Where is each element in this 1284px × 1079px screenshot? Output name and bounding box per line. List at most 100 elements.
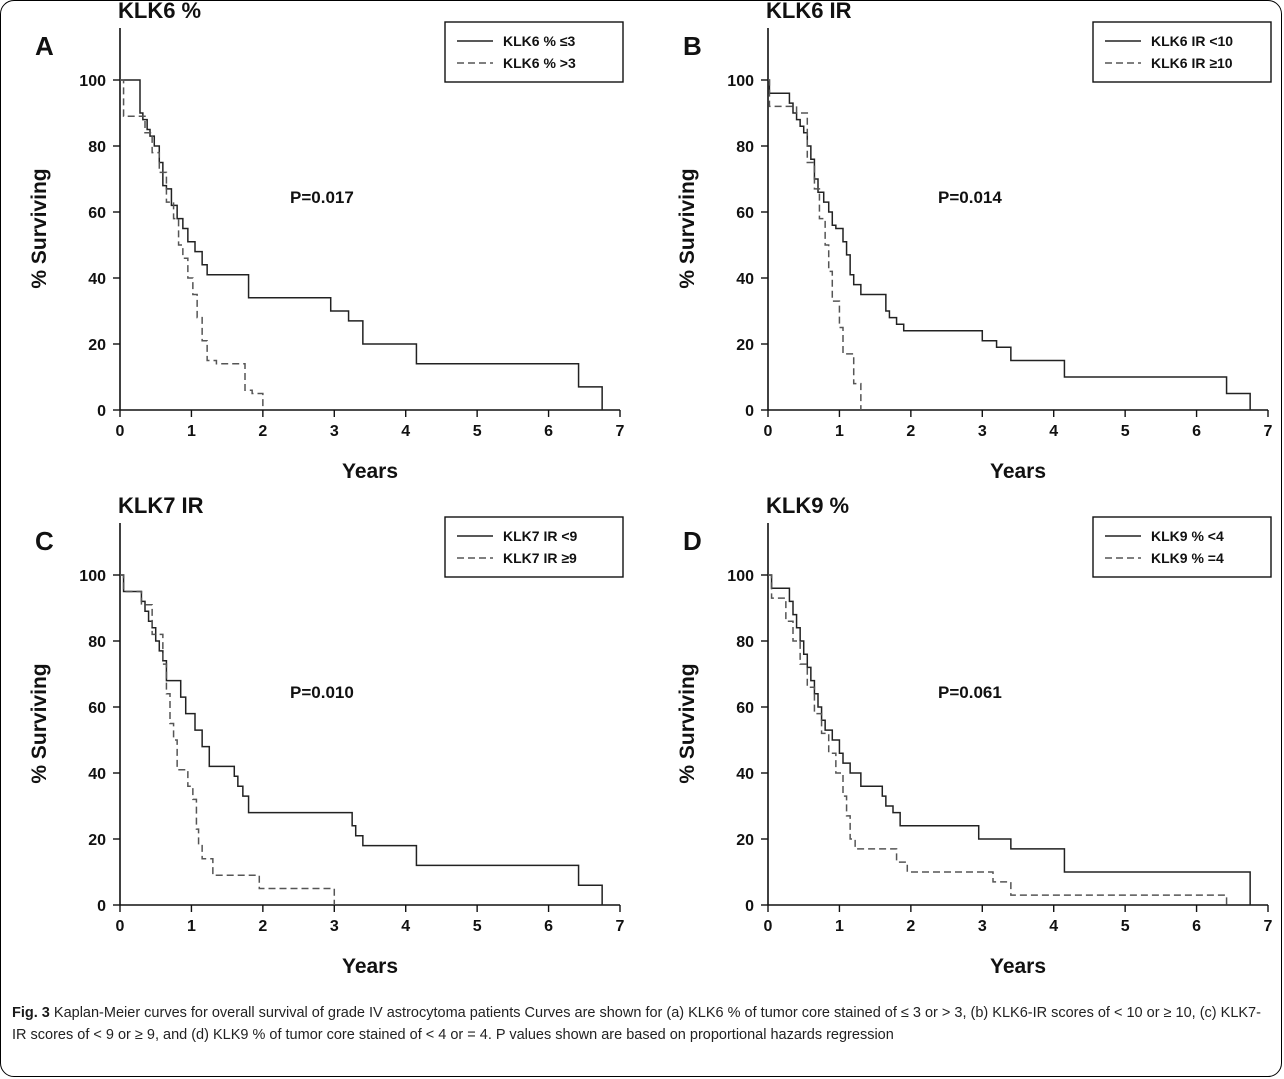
panel-d-x-tick-label: 0 bbox=[764, 918, 773, 935]
panel-b-y-tick-label: 60 bbox=[736, 205, 754, 222]
panel-c-x-tick-label: 0 bbox=[116, 918, 125, 935]
panel-d-x-tick-label: 7 bbox=[1264, 918, 1273, 935]
panel-d-legend-label: KLK9 % =4 bbox=[1151, 550, 1224, 566]
panel-a-y-tick-label: 20 bbox=[88, 337, 106, 354]
panel-a-y-tick-label: 40 bbox=[88, 271, 106, 288]
panel-d-x-tick-label: 3 bbox=[978, 918, 987, 935]
panel-a-legend-box bbox=[444, 21, 624, 83]
panel-c-title: KLK7 IR bbox=[118, 493, 204, 518]
panel-d-y-tick-label: 60 bbox=[736, 700, 754, 717]
panel-b-x-tick-label: 1 bbox=[835, 423, 844, 440]
caption-fig-label: Fig. 3 bbox=[12, 1005, 50, 1021]
panel-d-y-tick-label: 20 bbox=[736, 832, 754, 849]
panel-b-x-tick-label: 5 bbox=[1121, 423, 1130, 440]
panel-d-legend-box bbox=[1092, 516, 1272, 578]
panel-a-x-tick-label: 2 bbox=[258, 423, 267, 440]
panel-b-p-value: P=0.014 bbox=[938, 188, 1002, 207]
panel-c-x-tick-label: 5 bbox=[473, 918, 482, 935]
panel-a-y-tick-label: 0 bbox=[97, 403, 106, 420]
panel-a-x-tick-label: 3 bbox=[330, 423, 339, 440]
panel-b-title: KLK6 IR bbox=[766, 0, 852, 23]
panel-d-series-dashed-line bbox=[768, 574, 1228, 905]
panel-b-y-tick-label: 20 bbox=[736, 337, 754, 354]
panel-b-y-tick-label: 40 bbox=[736, 271, 754, 288]
panel-b-legend-label: KLK6 IR ≥10 bbox=[1151, 55, 1233, 71]
panel-b-legend-box bbox=[1092, 21, 1272, 83]
panel-c-y-tick-label: 60 bbox=[88, 700, 106, 717]
panel-a-legend-label: KLK6 % ≤3 bbox=[503, 33, 575, 49]
panel-d-y-tick-label: 80 bbox=[736, 634, 754, 651]
panel-b-series-dashed-line bbox=[768, 79, 862, 410]
panel-b-y-axis-label: % Surviving bbox=[676, 168, 699, 288]
panel-b-x-tick-label: 4 bbox=[1049, 423, 1058, 440]
panel-d-x-axis-label: Years bbox=[990, 955, 1046, 978]
panel-d-x-tick-label: 4 bbox=[1049, 918, 1058, 935]
panel-d-x-tick-label: 5 bbox=[1121, 918, 1130, 935]
panel-d-x-tick-label: 1 bbox=[835, 918, 844, 935]
panel-d-y-tick-label: 0 bbox=[745, 898, 754, 915]
panel-b-x-tick-label: 2 bbox=[906, 423, 915, 440]
panel-d-x-tick-label: 6 bbox=[1192, 918, 1201, 935]
panel-c-x-tick-label: 3 bbox=[330, 918, 339, 935]
panel-a-x-tick-label: 5 bbox=[473, 423, 482, 440]
panel-b-y-tick-label: 0 bbox=[745, 403, 754, 420]
panel-a-series-dashed-line bbox=[120, 79, 264, 410]
panel-a-x-tick-label: 6 bbox=[544, 423, 553, 440]
panel-b-x-tick-label: 3 bbox=[978, 423, 987, 440]
panel-a-y-tick-label: 100 bbox=[79, 73, 106, 90]
panel-b-legend-label: KLK6 IR <10 bbox=[1151, 33, 1233, 49]
panel-a-x-tick-label: 1 bbox=[187, 423, 196, 440]
panel-c-legend-label: KLK7 IR <9 bbox=[503, 528, 578, 544]
panel-d-title: KLK9 % bbox=[766, 493, 849, 518]
panel-c-legend-box bbox=[444, 516, 624, 578]
panel-a-x-tick-label: 4 bbox=[401, 423, 410, 440]
panel-c-y-axis-label: % Surviving bbox=[28, 663, 51, 783]
panel-d-y-tick-label: 100 bbox=[727, 568, 754, 585]
panel-d-x-tick-label: 2 bbox=[906, 918, 915, 935]
panel-d-p-value: P=0.061 bbox=[938, 683, 1002, 702]
panel-c-p-value: P=0.010 bbox=[290, 683, 354, 702]
panel-c-y-tick-label: 80 bbox=[88, 634, 106, 651]
panel-a-x-tick-label: 0 bbox=[116, 423, 125, 440]
panel-c-legend-label: KLK7 IR ≥9 bbox=[503, 550, 577, 566]
panel-b-x-tick-label: 6 bbox=[1192, 423, 1201, 440]
panel-d-legend-label: KLK9 % <4 bbox=[1151, 528, 1224, 544]
panel-b-x-tick-label: 0 bbox=[764, 423, 773, 440]
panel-b-y-tick-label: 80 bbox=[736, 139, 754, 156]
caption-text: Kaplan-Meier curves for overall survival… bbox=[12, 1005, 1261, 1043]
panel-c-x-axis-label: Years bbox=[342, 955, 398, 978]
panel-c-x-tick-label: 2 bbox=[258, 918, 267, 935]
panel-a-x-tick-label: 7 bbox=[616, 423, 625, 440]
panel-c-y-tick-label: 0 bbox=[97, 898, 106, 915]
panel-b-y-tick-label: 100 bbox=[727, 73, 754, 90]
panel-a-y-axis-label: % Surviving bbox=[28, 168, 51, 288]
panel-b-letter: B bbox=[683, 31, 702, 61]
panel-c-x-tick-label: 1 bbox=[187, 918, 196, 935]
panel-a-p-value: P=0.017 bbox=[290, 188, 354, 207]
panel-d-y-tick-label: 40 bbox=[736, 766, 754, 783]
panel-c-letter: C bbox=[35, 526, 54, 556]
panel-c-y-tick-label: 20 bbox=[88, 832, 106, 849]
panel-c-y-tick-label: 40 bbox=[88, 766, 106, 783]
panel-c-x-tick-label: 6 bbox=[544, 918, 553, 935]
panel-a-title: KLK6 % bbox=[118, 0, 201, 23]
panel-a-y-tick-label: 80 bbox=[88, 139, 106, 156]
panel-a-y-tick-label: 60 bbox=[88, 205, 106, 222]
panel-a-x-axis-label: Years bbox=[342, 460, 398, 483]
panel-d-series-solid-line bbox=[768, 574, 1251, 905]
panel-b-x-tick-label: 7 bbox=[1264, 423, 1273, 440]
panel-d-y-axis-label: % Surviving bbox=[676, 663, 699, 783]
panel-a-letter: A bbox=[35, 31, 54, 61]
panel-c-series-dashed-line bbox=[120, 574, 336, 905]
panel-c-series-solid-line bbox=[120, 574, 603, 905]
panel-b-x-axis-label: Years bbox=[990, 460, 1046, 483]
panel-a-legend-label: KLK6 % >3 bbox=[503, 55, 576, 71]
panel-c-y-tick-label: 100 bbox=[79, 568, 106, 585]
panel-c-x-tick-label: 4 bbox=[401, 918, 410, 935]
panel-d-letter: D bbox=[683, 526, 702, 556]
panel-a-series-solid-line bbox=[120, 79, 603, 410]
panel-c-x-tick-label: 7 bbox=[616, 918, 625, 935]
figure-caption: Fig. 3 Kaplan-Meier curves for overall s… bbox=[12, 1002, 1268, 1046]
